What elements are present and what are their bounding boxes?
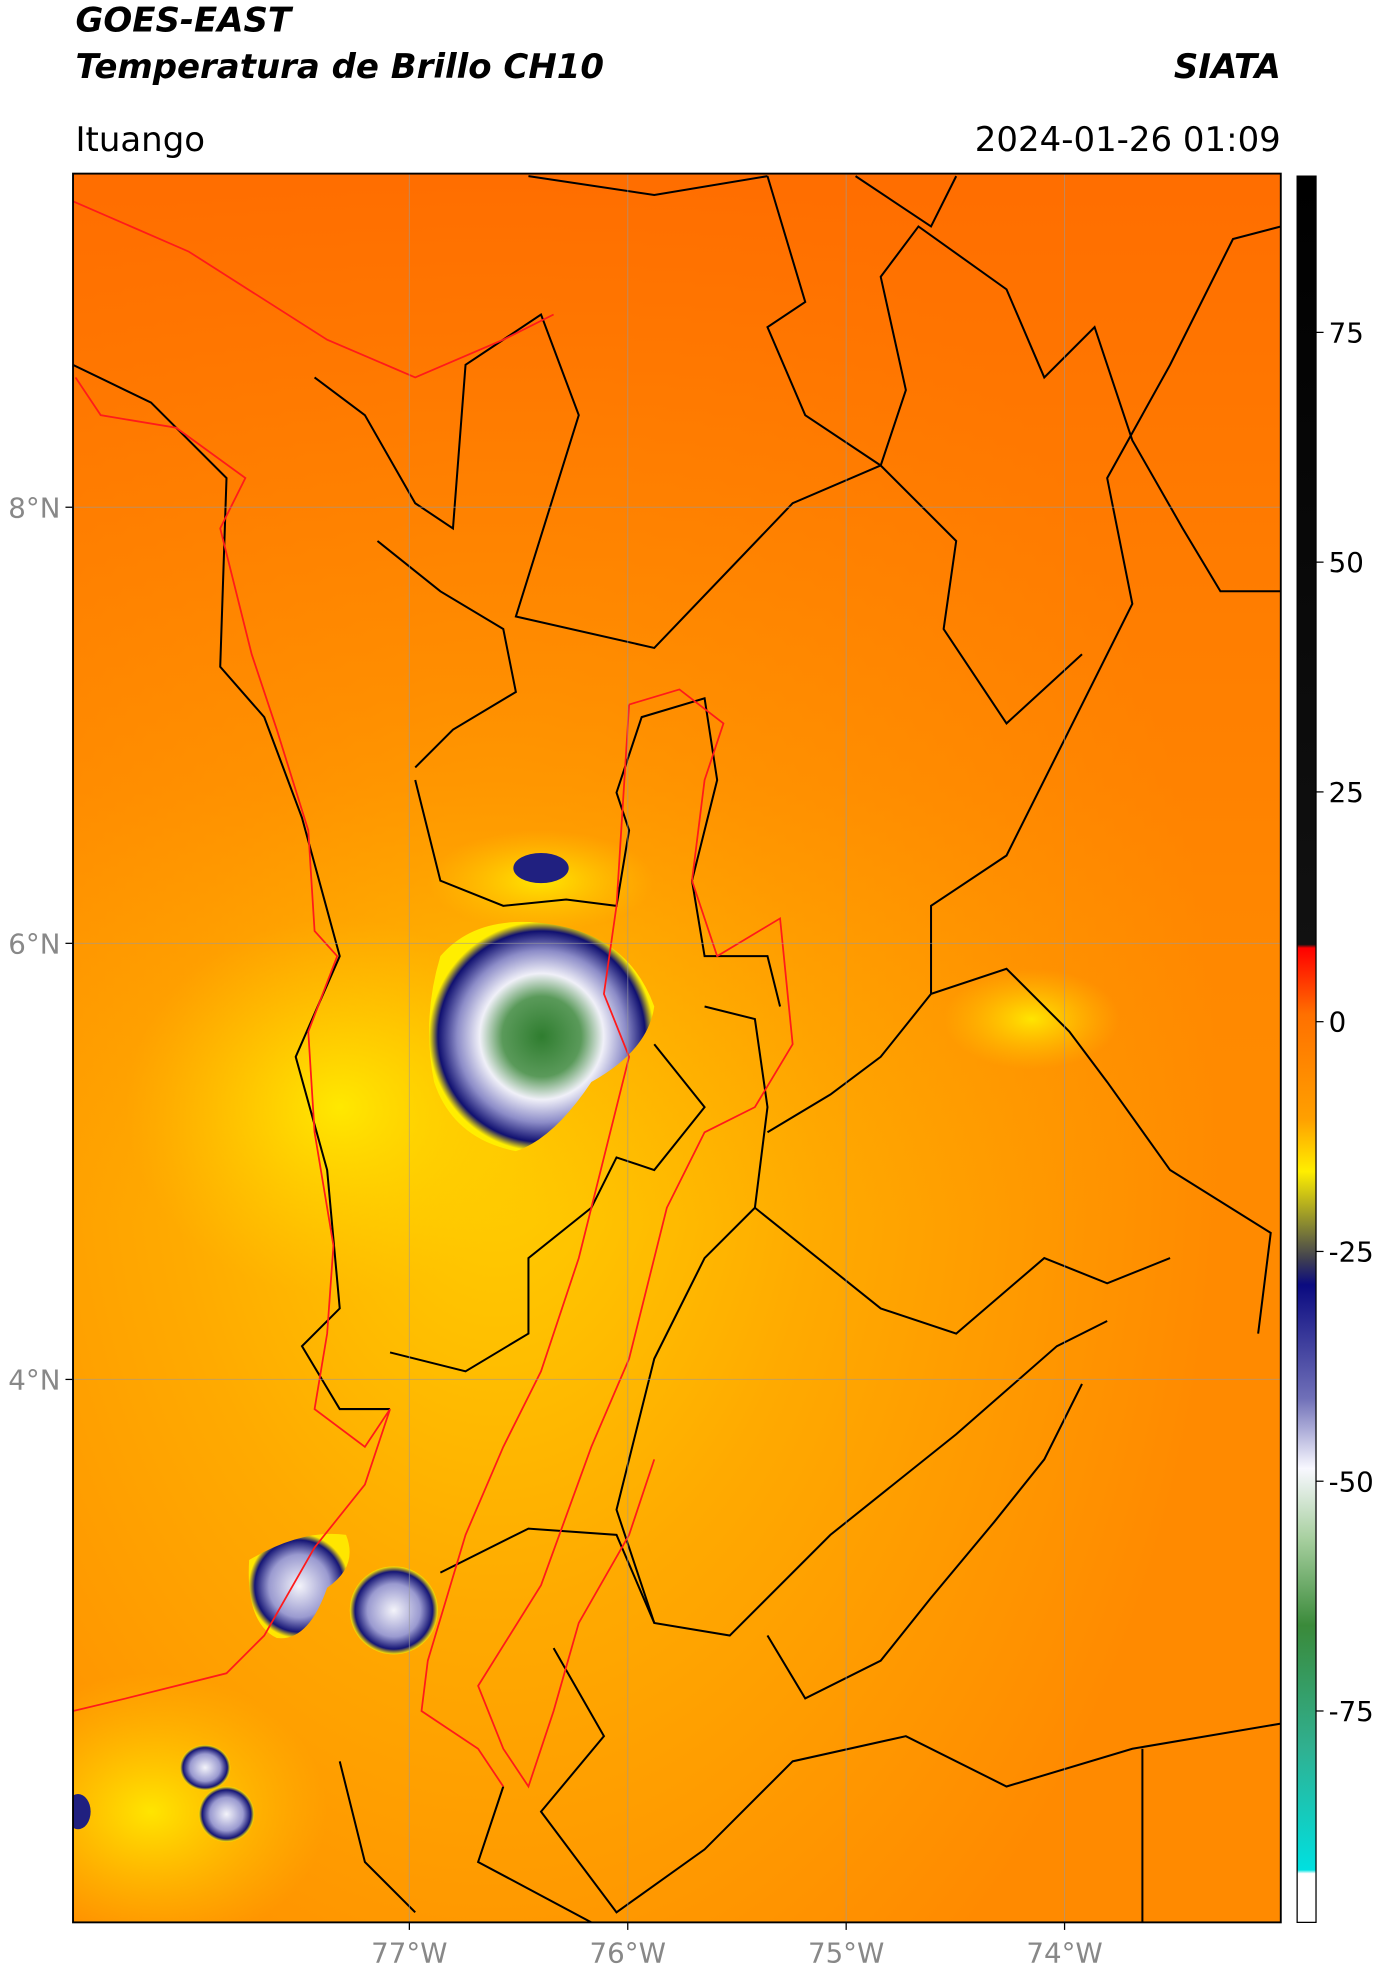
y-tick-label: 4°N: [8, 1363, 60, 1396]
location: Ituango: [76, 120, 206, 160]
colorbar-tick-label: 25: [1329, 776, 1364, 809]
colorbar-tick-label: 0: [1329, 1006, 1347, 1039]
colorbar-tick-label: -25: [1329, 1236, 1374, 1269]
colorbar: [1296, 175, 1317, 1924]
x-tick-label: 76°W: [590, 1937, 666, 1970]
x-tick-label: 75°W: [808, 1937, 884, 1970]
subtitle: Temperatura de Brillo CH10: [76, 47, 604, 87]
map-frame: [72, 172, 1282, 1924]
x-tick-label: 74°W: [1026, 1937, 1102, 1970]
source: SIATA: [1174, 47, 1281, 87]
colorbar-tick-label: -75: [1329, 1695, 1374, 1728]
datetime: 2024-01-26 01:09: [975, 120, 1281, 160]
x-tick-label: 77°W: [371, 1937, 447, 1970]
colorbar-tick-label: 50: [1329, 546, 1364, 579]
map-image: [73, 173, 1281, 1923]
colorbar-tick-label: 75: [1329, 316, 1364, 349]
colorbar-tick-label: -50: [1329, 1465, 1374, 1498]
title: GOES-EAST: [76, 0, 294, 40]
y-tick-label: 6°N: [8, 927, 60, 960]
y-tick-label: 8°N: [8, 491, 60, 524]
grid: [73, 173, 1281, 1923]
